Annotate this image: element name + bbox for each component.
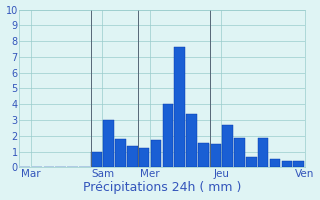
Bar	[186, 114, 197, 167]
Bar	[222, 125, 233, 167]
Bar	[174, 47, 185, 167]
Bar	[163, 104, 173, 167]
Bar	[103, 120, 114, 167]
Bar	[246, 157, 257, 167]
Bar	[258, 138, 268, 167]
Bar	[115, 139, 126, 167]
X-axis label: Précipitations 24h ( mm ): Précipitations 24h ( mm )	[83, 181, 241, 194]
Bar	[139, 148, 149, 167]
Bar	[270, 159, 280, 167]
Bar	[210, 144, 221, 167]
Bar	[91, 152, 102, 167]
Bar	[293, 161, 304, 167]
Bar	[282, 161, 292, 167]
Bar	[127, 146, 138, 167]
Bar	[198, 143, 209, 167]
Bar	[234, 138, 245, 167]
Bar	[151, 140, 161, 167]
